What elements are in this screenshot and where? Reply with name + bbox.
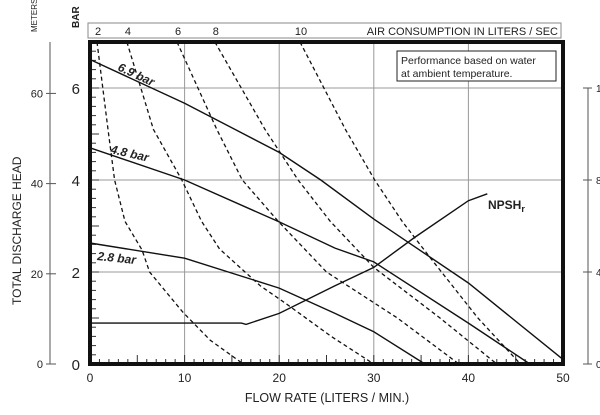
right-tick-label: 12 [596, 84, 600, 95]
x-tick-label: 20 [273, 371, 287, 385]
right-ticks: 0 4 8 12 [583, 84, 600, 371]
plot-frame [88, 40, 565, 366]
note-box [396, 50, 557, 82]
x-tick-label: 40 [462, 371, 476, 385]
npsh-label-sub: r [521, 204, 525, 214]
right-tick-label: 4 [596, 268, 600, 279]
air-consumption-labels: 2 4 6 8 10 [95, 26, 307, 38]
bar-unit-label: BAR [71, 6, 82, 28]
pressure-curve-2.8-bar [89, 242, 426, 365]
note-line-1: Performance based on water [401, 55, 536, 67]
x-tick-label: 30 [367, 371, 381, 385]
right-tick-label: 8 [596, 176, 600, 187]
air-consumption-curve-6 [176, 41, 460, 365]
x-tick-label: 10 [178, 371, 192, 385]
minor-ticks [92, 50, 555, 362]
bar-tick-label: 0 [72, 357, 80, 374]
meters-tick-label: 20 [31, 269, 43, 281]
x-tick-label: 50 [556, 371, 570, 385]
meters-ticks: 0 20 40 60 [31, 88, 56, 371]
npshr-curve [90, 193, 488, 326]
air-consumption-curve-8 [214, 41, 498, 365]
x-axis-title: FLOW RATE (LITERS / MIN.) [245, 391, 409, 405]
air-consumption-label: 6 [175, 26, 181, 38]
air-consumption-bar [87, 22, 562, 39]
right-tick-label: 0 [596, 360, 600, 371]
pressure-curve-4.8-bar [89, 147, 531, 365]
pressure-curve-6.9-bar [89, 58, 564, 360]
meters-tick-label: 40 [31, 179, 43, 191]
air-consumption-curve-4 [126, 41, 375, 365]
meters-tick-label: 60 [31, 88, 43, 100]
npsh-label-main: NPSH [488, 198, 521, 212]
npsh-label: NPSHr [488, 198, 525, 214]
bar-tick-label: 4 [72, 173, 80, 190]
curve-label-6.9-bar: 6.9 bar [116, 60, 158, 90]
meters-unit-label: METERS [30, 0, 39, 32]
air-consumption-curve-2 [96, 41, 244, 365]
bar-tick-label: 2 [72, 265, 80, 282]
y-axis-title: TOTAL DISCHARGE HEAD [10, 156, 24, 305]
x-tick-label: 0 [87, 371, 94, 385]
bar-tick-label: 6 [72, 81, 80, 98]
note-line-2: at ambient temperature. [401, 68, 512, 80]
curve-label-2.8-bar: 2.8 bar [96, 249, 138, 267]
air-consumption-label: 4 [125, 26, 131, 38]
air-consumption-title: AIR CONSUMPTION IN LITERS / SEC [367, 26, 558, 38]
air-consumption-label: 2 [95, 26, 101, 38]
air-consumption-label: 10 [295, 26, 307, 38]
curves [89, 41, 564, 365]
meters-tick-label: 0 [37, 359, 43, 371]
x-ticks: 0 10 20 30 40 50 [87, 371, 570, 385]
air-consumption-curve-10 [299, 41, 521, 365]
bar-ticks: 0 2 4 6 [72, 81, 80, 374]
gridlines [90, 42, 563, 364]
air-consumption-label: 8 [213, 26, 219, 38]
